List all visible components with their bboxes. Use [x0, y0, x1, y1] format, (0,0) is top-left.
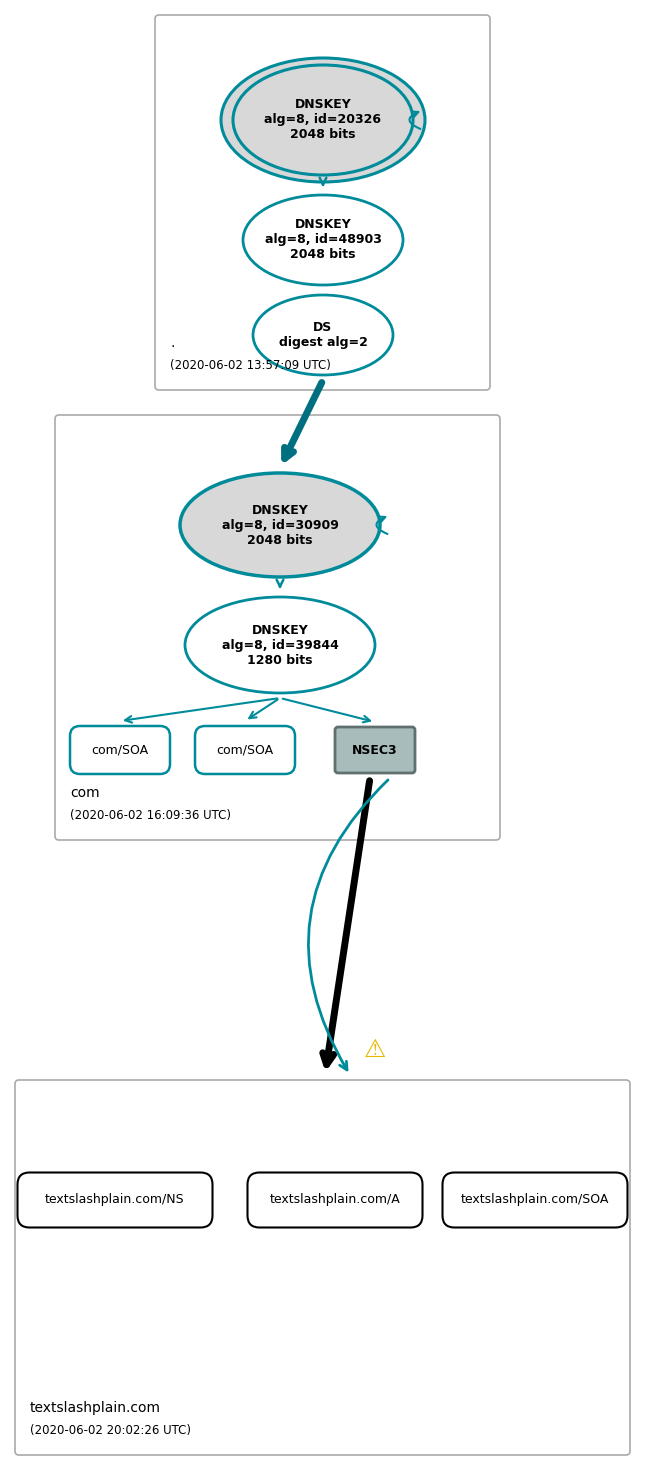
Text: com: com — [70, 787, 99, 800]
Text: (2020-06-02 16:09:36 UTC): (2020-06-02 16:09:36 UTC) — [70, 809, 231, 822]
Text: textslashplain.com/A: textslashplain.com/A — [270, 1193, 401, 1206]
Text: textslashplain.com/SOA: textslashplain.com/SOA — [461, 1193, 609, 1206]
Ellipse shape — [221, 57, 425, 183]
FancyBboxPatch shape — [70, 726, 170, 773]
Text: DNSKEY
alg=8, id=20326
2048 bits: DNSKEY alg=8, id=20326 2048 bits — [264, 99, 381, 141]
FancyBboxPatch shape — [195, 726, 295, 773]
FancyBboxPatch shape — [17, 1173, 212, 1227]
Text: com/SOA: com/SOA — [92, 744, 148, 757]
FancyBboxPatch shape — [55, 415, 500, 840]
FancyBboxPatch shape — [155, 15, 490, 390]
Ellipse shape — [233, 65, 413, 175]
Text: (2020-06-02 13:57:09 UTC): (2020-06-02 13:57:09 UTC) — [170, 359, 331, 373]
FancyBboxPatch shape — [442, 1173, 628, 1227]
FancyBboxPatch shape — [335, 728, 415, 773]
Text: ⚠: ⚠ — [364, 1038, 386, 1062]
Ellipse shape — [180, 473, 380, 577]
Text: NSEC3: NSEC3 — [352, 744, 398, 757]
Text: DNSKEY
alg=8, id=30909
2048 bits: DNSKEY alg=8, id=30909 2048 bits — [222, 504, 339, 546]
Text: DNSKEY
alg=8, id=48903
2048 bits: DNSKEY alg=8, id=48903 2048 bits — [264, 218, 381, 262]
Text: DS
digest alg=2: DS digest alg=2 — [279, 321, 368, 349]
FancyBboxPatch shape — [15, 1080, 630, 1455]
Text: com/SOA: com/SOA — [217, 744, 273, 757]
Ellipse shape — [243, 194, 403, 284]
Ellipse shape — [185, 597, 375, 692]
Text: textslashplain.com/NS: textslashplain.com/NS — [45, 1193, 185, 1206]
Text: DNSKEY
alg=8, id=39844
1280 bits: DNSKEY alg=8, id=39844 1280 bits — [222, 623, 339, 666]
Ellipse shape — [253, 295, 393, 376]
Text: .: . — [170, 336, 174, 351]
Text: (2020-06-02 20:02:26 UTC): (2020-06-02 20:02:26 UTC) — [30, 1424, 191, 1438]
FancyBboxPatch shape — [248, 1173, 422, 1227]
Text: textslashplain.com: textslashplain.com — [30, 1401, 161, 1416]
